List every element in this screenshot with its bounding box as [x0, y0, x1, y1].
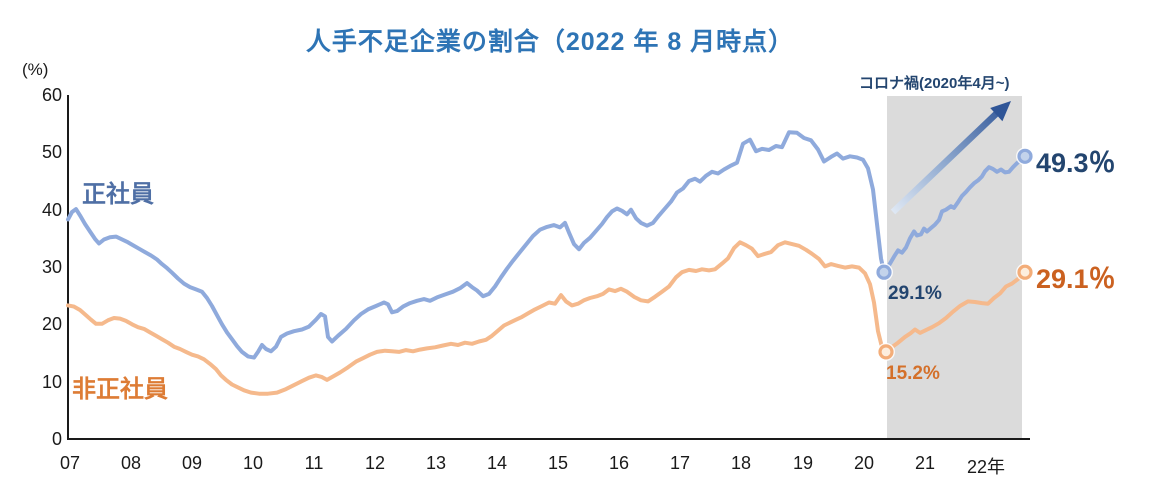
x-tick-label: 19 — [792, 453, 814, 473]
y-tick-label: 40 — [41, 199, 62, 220]
series-label-hiseishain: 非正社員 — [72, 376, 168, 403]
y-tick-label: 50 — [41, 142, 62, 163]
x-tick-label: 13 — [425, 453, 447, 473]
x-tick-label: 16 — [608, 453, 630, 473]
data-point-marker — [1017, 264, 1033, 280]
x-tick-label: 12 — [364, 453, 386, 473]
seishain-end-value: 49.3％ — [1036, 148, 1116, 178]
covid-annotation: コロナ禍(2020年4月~) — [859, 75, 1010, 92]
y-tick-label: 0 — [51, 429, 62, 449]
x-tick-label: 18 — [730, 453, 752, 473]
x-tick-label: 20 — [853, 453, 875, 473]
y-tick-label: 60 — [41, 85, 62, 105]
x-tick-label: 21 — [914, 453, 936, 473]
series-line-seishain — [66, 130, 1027, 360]
y-axis-unit-label: (%) — [22, 60, 49, 79]
hiseishain-end-value: 29.1％ — [1036, 264, 1116, 294]
data-point-marker — [878, 344, 894, 360]
series-line-hiseishain — [66, 240, 1027, 396]
data-point-marker — [876, 264, 892, 280]
hiseishain-dip-value: 15.2% — [886, 363, 940, 384]
x-tick-label: 14 — [486, 453, 508, 473]
data-point-marker — [1017, 148, 1033, 164]
x-tick-label: 15 — [547, 453, 569, 473]
series-label-seishain: 正社員 — [82, 181, 154, 208]
y-tick-label: 20 — [41, 314, 62, 335]
x-tick-label: 11 — [304, 453, 324, 473]
y-tick-label: 10 — [41, 371, 62, 392]
trend-arrow — [890, 101, 1011, 215]
x-tick-label: 07 — [59, 453, 81, 473]
seishain-dip-value: 29.1% — [888, 283, 942, 304]
x-tick-label: 22年 — [966, 457, 1006, 477]
chart-title: 人手不足企業の割合（2022 年 8 月時点） — [305, 28, 795, 56]
x-tick-label: 10 — [242, 453, 264, 473]
x-tick-label: 08 — [120, 453, 142, 473]
x-tick-label: 17 — [669, 453, 691, 473]
x-tick-label: 09 — [181, 453, 203, 473]
y-tick-label: 30 — [41, 257, 62, 277]
covid-shaded-region — [887, 96, 1022, 439]
